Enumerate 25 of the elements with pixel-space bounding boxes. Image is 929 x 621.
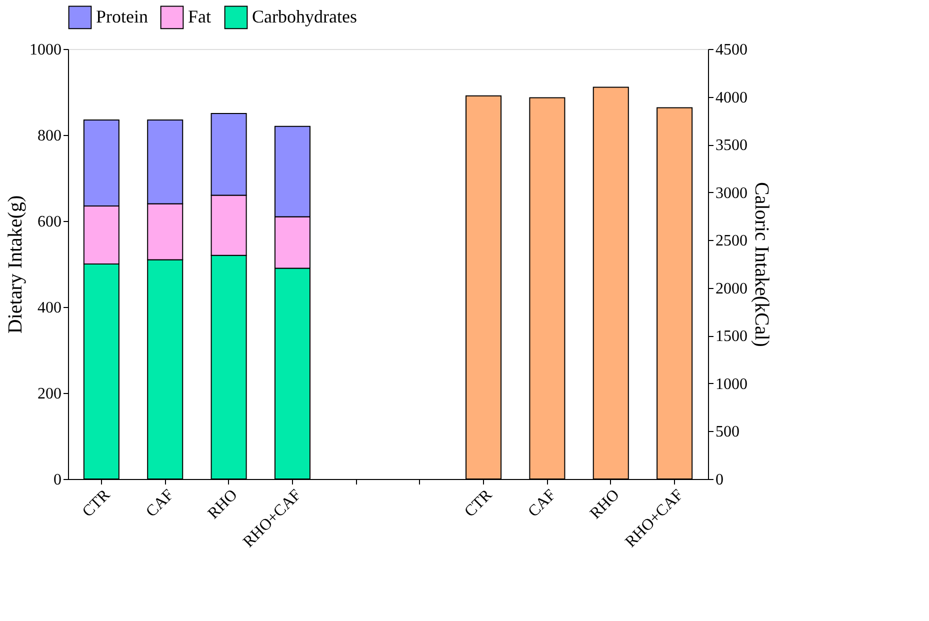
legend-label: Fat [188, 6, 212, 26]
y-tick-label: 800 [38, 128, 62, 144]
y2-tick-label: 0 [716, 472, 724, 488]
y2-tick-label: 4500 [716, 42, 748, 58]
y2-tick-label: 2500 [716, 232, 748, 250]
y2-tick-label: 4000 [716, 89, 748, 106]
y-tick-label: 0 [54, 472, 62, 488]
x-tick-label: CAF [525, 486, 560, 521]
y-tick-label: 400 [38, 300, 62, 316]
legend-label: Carbohydrates [252, 6, 357, 26]
y2-tick-label: 3500 [716, 137, 748, 154]
y-tick-label: 1000 [30, 42, 62, 58]
y2-tick-label: 3000 [716, 184, 748, 202]
x-tick-label: CTR [462, 486, 496, 521]
x-tick-label: CTR [79, 486, 114, 521]
y2-tick-label: 500 [716, 424, 740, 441]
y-axis-title: Dietary Intake(g) [4, 195, 26, 334]
y-tick-label: 600 [38, 214, 62, 230]
y2-tick-label: 1500 [716, 328, 748, 346]
y2-axis-title: Caloric Intake(kCal) [750, 182, 772, 347]
y-tick-label: 200 [38, 386, 62, 402]
legend-label: Protein [96, 6, 148, 26]
x-tick-label: CAF [143, 486, 178, 521]
y2-tick-label: 1000 [716, 376, 748, 393]
y2-tick-label: 2000 [716, 280, 748, 298]
